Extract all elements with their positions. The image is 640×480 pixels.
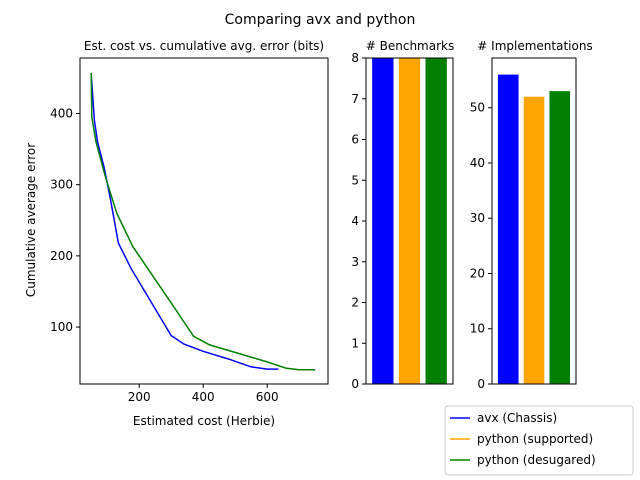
series-line: [90, 74, 279, 370]
benchmarks-y-tick-label: 0: [351, 377, 359, 391]
line-chart-title: Est. cost vs. cumulative avg. error (bit…: [84, 39, 324, 53]
line-chart-ylabel: Cumulative average error: [24, 143, 38, 297]
figure-title: Comparing avx and python: [225, 12, 416, 28]
benchmarks-y-tick-label: 8: [351, 51, 359, 65]
benchmarks-bar-panel: # Benchmarks 0 1 2 3 4 5 6 7 8: [351, 39, 454, 391]
line-chart-xlabel: Estimated cost (Herbie): [133, 414, 275, 428]
implementations-bar: [523, 96, 545, 384]
implementations-y-tick-label: 30: [470, 211, 485, 225]
x-tick-label: 600: [256, 390, 279, 404]
benchmarks-bar: [372, 58, 394, 384]
implementations-bar-panel: # Implementations 0 10 20 30 40 50: [470, 39, 593, 391]
y-tick-label: 300: [50, 178, 73, 192]
legend-box: [444, 405, 634, 476]
benchmarks-y-tick-label: 4: [351, 214, 359, 228]
benchmarks-frame: [365, 57, 454, 385]
y-tick-label: 200: [50, 249, 73, 263]
benchmarks-y-tick-label: 2: [351, 296, 359, 310]
implementations-y-tick-label: 50: [470, 101, 485, 115]
legend-label-desugared: python (desugared): [477, 453, 596, 467]
implementations-bar: [497, 74, 519, 385]
line-chart-frame: [79, 57, 329, 385]
y-tick-label: 400: [50, 107, 73, 121]
implementations-y-tick-label: 40: [470, 156, 485, 170]
benchmarks-y-tick-label: 1: [351, 336, 359, 350]
benchmarks-y-tick-label: 6: [351, 133, 359, 147]
legend-label-avx: avx (Chassis): [477, 411, 557, 425]
benchmarks-y-tick-label: 3: [351, 255, 359, 269]
legend-label-supported: python (supported): [477, 432, 593, 446]
x-tick-label: 400: [192, 390, 215, 404]
implementations-title: # Implementations: [477, 39, 592, 53]
implementations-y-tick-label: 10: [470, 322, 485, 336]
implementations-y-tick-label: 0: [477, 377, 485, 391]
implementations-frame: [491, 57, 577, 385]
series-line: [90, 72, 316, 371]
y-tick-label: 100: [50, 320, 73, 334]
x-tick-label: 200: [128, 390, 151, 404]
benchmarks-bar: [425, 58, 447, 384]
implementations-y-tick-label: 20: [470, 266, 485, 280]
legend: avx (Chassis) python (supported) python …: [444, 405, 634, 476]
benchmarks-y-tick-label: 5: [351, 173, 359, 187]
line-chart-panel: Est. cost vs. cumulative avg. error (bit…: [24, 39, 329, 428]
benchmarks-title: # Benchmarks: [366, 39, 454, 53]
implementations-bar: [549, 91, 571, 385]
benchmarks-y-tick-label: 7: [351, 92, 359, 106]
benchmarks-bar: [398, 58, 421, 384]
